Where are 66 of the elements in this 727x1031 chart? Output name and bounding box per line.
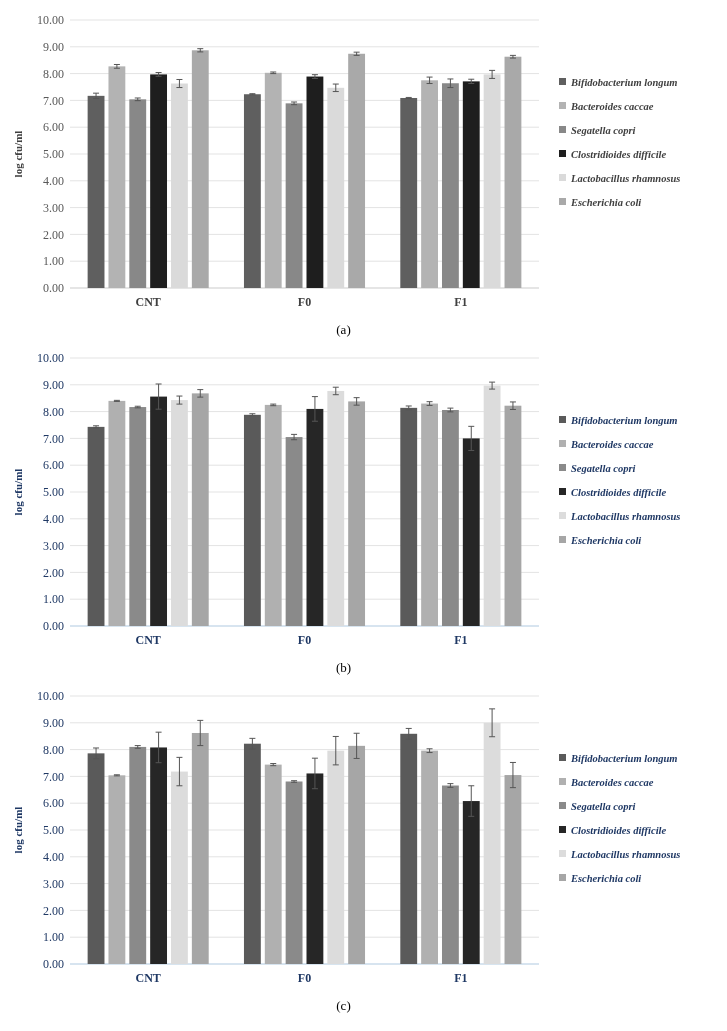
legend-label: Bacteroides caccae bbox=[570, 776, 654, 788]
y-tick-label: 8.00 bbox=[43, 66, 64, 81]
y-tick-label: 0.00 bbox=[43, 281, 64, 296]
y-tick-label: 9.00 bbox=[43, 716, 64, 730]
y-tick-label: 10.00 bbox=[37, 351, 64, 366]
text: (a) bbox=[336, 322, 351, 337]
legend-label: Lactobacillus rhamnosus bbox=[570, 848, 681, 860]
legend-label: Lactobacillus rhamnosus bbox=[570, 172, 681, 184]
y-axis-title: log cfu/ml bbox=[12, 130, 24, 178]
y-tick-label: 0.00 bbox=[43, 957, 64, 972]
y-tick-label: 2.00 bbox=[43, 227, 64, 242]
y-tick-label: 6.00 bbox=[43, 120, 64, 135]
y-tick-label: 3.00 bbox=[43, 538, 64, 553]
y-tick-label: 5.00 bbox=[43, 485, 64, 500]
y-tick-label: 3.00 bbox=[43, 876, 64, 891]
x-tick-label: F0 bbox=[297, 971, 312, 985]
y-tick-label: 2.00 bbox=[43, 903, 64, 918]
y-tick-label: 3.00 bbox=[43, 200, 64, 215]
legend-label: Bifidobacterium longum bbox=[570, 76, 678, 88]
y-tick-label: 6.00 bbox=[43, 458, 64, 473]
y-tick-label: 4.00 bbox=[43, 512, 64, 526]
y-tick-label: 8.00 bbox=[43, 742, 64, 757]
legend-label: Bifidobacterium longum bbox=[570, 752, 678, 764]
legend-label: Escherichia coli bbox=[570, 872, 642, 884]
y-axis-title: log cfu/ml bbox=[12, 468, 24, 516]
legend-label: Segatella copri bbox=[571, 800, 636, 812]
y-tick-label: 5.00 bbox=[43, 147, 64, 162]
y-tick-label: 4.00 bbox=[43, 850, 64, 864]
x-tick-label: F1 bbox=[454, 633, 468, 647]
x-tick-label: F0 bbox=[297, 295, 312, 309]
y-tick-label: 7.00 bbox=[43, 93, 64, 108]
legend-label: Clostridioides difficile bbox=[571, 148, 667, 160]
y-tick-label: 7.00 bbox=[43, 769, 64, 784]
y-tick-label: 0.00 bbox=[43, 619, 64, 634]
y-tick-label: 8.00 bbox=[43, 404, 64, 419]
x-tick-label: CNT bbox=[135, 295, 161, 309]
x-tick-label: CNT bbox=[135, 971, 161, 985]
y-tick-label: 1.00 bbox=[43, 930, 64, 945]
y-tick-label: 4.00 bbox=[43, 174, 64, 188]
x-tick-label: CNT bbox=[135, 633, 161, 647]
text: (c) bbox=[336, 998, 351, 1013]
y-tick-label: 7.00 bbox=[43, 431, 64, 446]
y-tick-label: 10.00 bbox=[37, 13, 64, 28]
y-tick-label: 1.00 bbox=[43, 592, 64, 607]
legend-label: Segatella copri bbox=[571, 462, 636, 474]
x-tick-label: F1 bbox=[454, 971, 468, 985]
legend-label: Lactobacillus rhamnosus bbox=[570, 510, 681, 522]
y-axis-title: log cfu/ml bbox=[12, 806, 24, 854]
y-tick-label: 2.00 bbox=[43, 565, 64, 580]
x-tick-label: F0 bbox=[297, 633, 312, 647]
legend-label: Bacteroides caccae bbox=[570, 100, 654, 112]
y-tick-label: 1.00 bbox=[43, 254, 64, 269]
x-tick-label: F1 bbox=[454, 295, 468, 309]
legend-label: Clostridioides difficile bbox=[571, 486, 667, 498]
legend-label: Segatella copri bbox=[571, 124, 636, 136]
y-tick-label: 6.00 bbox=[43, 796, 64, 811]
text: (b) bbox=[335, 660, 352, 675]
legend-label: Clostridioides difficile bbox=[571, 824, 667, 836]
y-tick-label: 5.00 bbox=[43, 823, 64, 838]
y-tick-label: 9.00 bbox=[43, 40, 64, 54]
y-tick-label: 10.00 bbox=[37, 689, 64, 704]
y-tick-label: 9.00 bbox=[43, 378, 64, 392]
legend-label: Bifidobacterium longum bbox=[570, 414, 678, 426]
legend-label: Escherichia coli bbox=[570, 534, 642, 546]
legend-label: Bacteroides caccae bbox=[570, 438, 654, 450]
legend-label: Escherichia coli bbox=[570, 196, 642, 208]
